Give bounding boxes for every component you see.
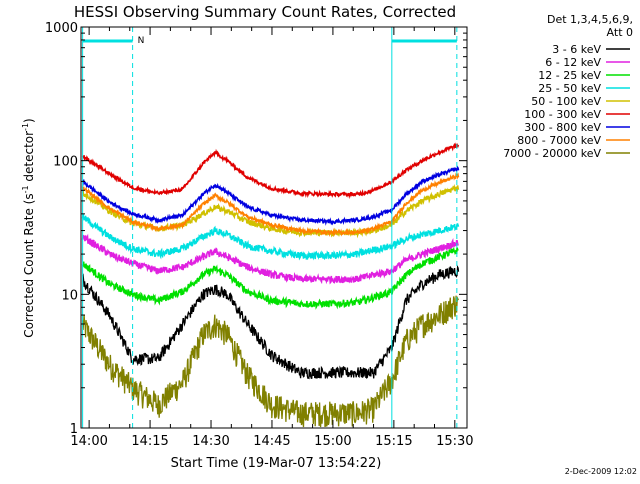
series-line <box>81 172 460 238</box>
y-tick-label: 1000 <box>45 21 78 36</box>
y-tick-label: 10 <box>61 288 78 303</box>
x-axis-label: Start Time (19-Mar-07 13:54:22) <box>171 456 382 471</box>
legend-label: 300 - 800 keV <box>524 121 601 134</box>
y-tick-label: 1 <box>70 422 78 437</box>
series-line <box>81 246 459 310</box>
plot-frame <box>80 26 468 429</box>
legend-header-line-1: Det 1,3,4,5,6,9, <box>547 13 633 26</box>
legend-label: 800 - 7000 keV <box>517 134 601 147</box>
series-line <box>81 165 460 226</box>
x-tick-label: 14:00 <box>70 434 107 449</box>
series-line <box>81 233 459 285</box>
legend-label: 25 - 50 keV <box>538 82 601 95</box>
y-axis: 1 10 100 1000 <box>45 21 467 437</box>
timestamp: 2-Dec-2009 12:02 <box>565 467 637 476</box>
series-line <box>81 295 460 428</box>
x-tick-label: 14:15 <box>131 434 168 449</box>
series-line <box>82 264 460 380</box>
x-tick-label: 15:30 <box>436 434 473 449</box>
legend-label: 100 - 300 keV <box>524 108 601 121</box>
x-tick-label: 15:15 <box>375 434 412 449</box>
x-tick-label: 14:45 <box>253 434 290 449</box>
x-tick-label: 14:30 <box>192 434 229 449</box>
series-line <box>81 142 460 200</box>
series-layer <box>81 142 460 428</box>
legend-header-line-2: Att 0 <box>607 26 633 39</box>
night-intervals: N <box>82 27 458 428</box>
y-axis-label: Corrected Count Rate (s-1 detector-1) <box>21 118 36 337</box>
series-line <box>81 213 460 261</box>
legend-label: 7000 - 20000 keV <box>503 147 601 160</box>
legend-label: 6 - 12 keV <box>545 56 601 69</box>
night-label: N <box>138 36 145 46</box>
chart-title: HESSI Observing Summary Count Rates, Cor… <box>74 3 456 21</box>
legend-label: 12 - 25 keV <box>538 69 601 82</box>
y-tick-label: 100 <box>53 155 78 170</box>
legend-label: 3 - 6 keV <box>552 43 601 56</box>
x-tick-label: 15:00 <box>314 434 351 449</box>
legend-label: 50 - 100 keV <box>531 95 601 108</box>
x-axis: 14:00 14:15 14:30 14:45 15:00 15:15 15:30 <box>70 27 474 449</box>
